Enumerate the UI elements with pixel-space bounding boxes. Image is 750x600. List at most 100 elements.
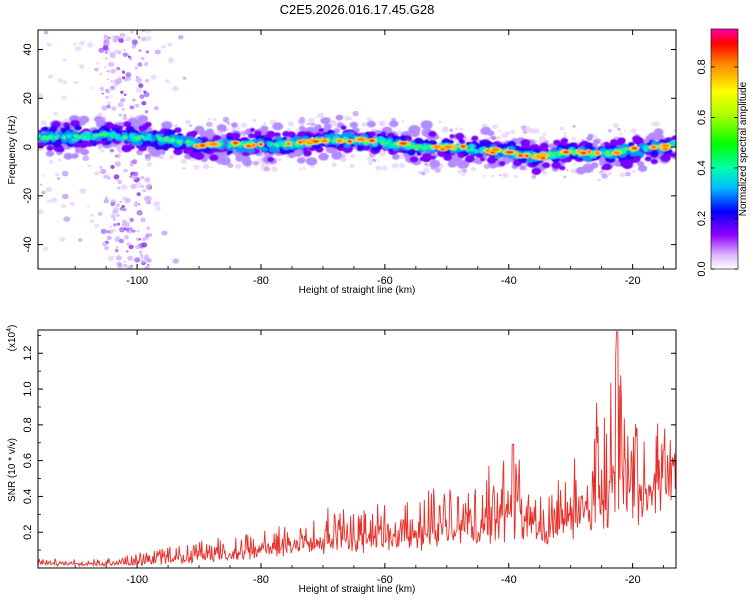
band-speckle	[131, 229, 135, 233]
noise-speckle	[235, 164, 241, 169]
band-speckle	[121, 76, 126, 80]
ridge-blob	[280, 149, 287, 155]
band-speckle	[108, 61, 115, 68]
ridge-blob	[275, 136, 283, 142]
ridge-blob	[624, 147, 628, 151]
band-speckle	[145, 184, 152, 190]
noise-speckle	[563, 135, 568, 139]
noise-speckle	[252, 160, 259, 166]
ridge-blob	[102, 133, 106, 135]
ridge-blob	[386, 141, 389, 144]
noise-speckle	[438, 136, 442, 140]
noise-speckle	[43, 30, 49, 35]
hot-spot-core	[613, 151, 620, 155]
noise-speckle	[43, 246, 49, 251]
ridge-blob	[266, 156, 275, 163]
noise-speckle	[177, 35, 184, 40]
band-speckle	[141, 242, 148, 248]
ridge-blob	[209, 154, 219, 162]
noise-speckle	[158, 154, 165, 160]
ridge-blob	[185, 140, 190, 144]
noise-speckle	[95, 62, 100, 65]
ridge-blob	[479, 157, 486, 162]
noise-speckle	[601, 173, 608, 179]
ridge-blob	[456, 159, 469, 169]
noise-speckle	[167, 42, 173, 47]
noise-speckle	[563, 175, 567, 179]
noise-speckle	[62, 80, 68, 85]
noise-speckle	[46, 42, 52, 47]
ridge-blob	[333, 128, 341, 134]
ridge-blob	[551, 154, 555, 157]
hot-spot-core	[259, 142, 263, 146]
noise-speckle	[82, 155, 90, 161]
ridge-blob	[458, 138, 464, 143]
noise-speckle	[61, 170, 69, 177]
ridge-blob	[111, 135, 115, 139]
band-speckle	[141, 189, 144, 192]
band-speckle	[127, 255, 134, 261]
noise-speckle	[180, 158, 187, 164]
noise-speckle	[573, 163, 577, 166]
ridge-blob	[170, 138, 176, 142]
noise-speckle	[57, 158, 62, 162]
ridge-blob	[474, 149, 479, 154]
snr-y-tick-label: 0.6	[22, 453, 34, 468]
noise-speckle	[153, 106, 159, 111]
noise-speckle	[310, 122, 316, 127]
noise-speckle	[462, 168, 467, 173]
ridge-blob	[608, 149, 613, 152]
spectrogram-y-tick-label: 0	[22, 144, 34, 150]
band-speckle	[138, 238, 142, 241]
ridge-blob	[419, 156, 426, 162]
ridge-blob	[166, 139, 169, 142]
noise-speckle	[263, 122, 267, 125]
noise-speckle	[361, 122, 368, 127]
snr-ticks: -100 -80 -60 -40 -20 0.2 0.4 0.6 0.8 1.0 1.2	[22, 330, 676, 586]
noise-speckle	[226, 121, 231, 125]
band-speckle	[127, 55, 131, 59]
noise-speckle	[62, 58, 67, 62]
band-speckle	[135, 103, 140, 108]
band-speckle	[117, 50, 122, 55]
ridge-blob	[144, 153, 151, 159]
ridge-blob	[216, 124, 227, 132]
snr-x-tick-label: -60	[377, 574, 393, 586]
noise-speckle	[94, 224, 100, 228]
band-speckle	[123, 93, 127, 97]
noise-speckle	[368, 161, 373, 166]
noise-speckle	[117, 263, 123, 268]
spectrogram-y-tick-label: 40	[22, 43, 34, 55]
noise-speckle	[593, 135, 598, 139]
ridge-blob	[46, 145, 54, 151]
hot-spot-core	[662, 144, 669, 148]
noise-speckle	[630, 128, 637, 134]
spectral-ridge	[38, 114, 676, 175]
ridge-blob	[260, 125, 269, 132]
ridge-blob	[638, 152, 645, 157]
ridge-blob	[340, 125, 347, 130]
noise-speckle	[559, 126, 565, 131]
noise-speckle	[308, 117, 315, 124]
ridge-blob	[462, 152, 469, 157]
ridge-blob	[455, 132, 465, 140]
noise-speckle	[182, 76, 187, 80]
hot-spot-core	[399, 142, 407, 145]
band-speckle	[117, 77, 122, 81]
spectrogram-x-tick-label: -80	[253, 275, 269, 287]
hot-spot-core	[433, 145, 441, 149]
ridge-blob	[602, 163, 612, 171]
band-speckle	[122, 115, 128, 121]
noise-speckle	[182, 167, 186, 170]
band-speckle	[130, 183, 137, 190]
band-speckle	[99, 86, 105, 91]
ridge-blob	[494, 154, 501, 159]
band-speckle	[104, 57, 108, 60]
hot-spot-core	[650, 145, 657, 149]
ridge-blob	[371, 141, 379, 147]
band-speckle	[112, 38, 118, 43]
ridge-blob	[83, 131, 89, 136]
hot-spot-core	[595, 151, 600, 155]
noise-speckle	[135, 182, 142, 189]
band-speckle	[144, 266, 149, 269]
